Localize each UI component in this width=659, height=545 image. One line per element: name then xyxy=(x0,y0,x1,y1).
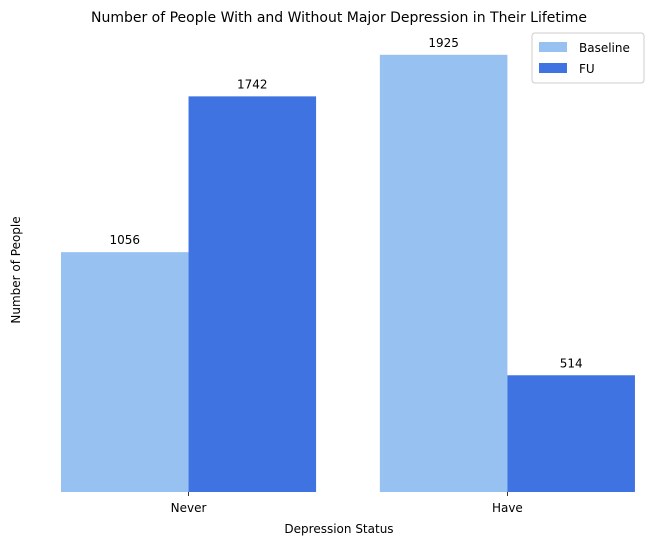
bars-group xyxy=(61,54,635,492)
bar-baseline-never xyxy=(61,252,189,492)
data-label-fu-never: 1742 xyxy=(237,77,268,91)
x-tick-label-never: Never xyxy=(171,501,207,515)
data-label-baseline-never: 1056 xyxy=(109,233,140,247)
data-label-baseline-have: 1925 xyxy=(428,36,459,50)
y-axis-label: Number of People xyxy=(9,216,23,323)
x-axis-label: Depression Status xyxy=(284,522,393,536)
legend-label-fu: FU xyxy=(579,62,595,76)
data-labels-group: 1056 1742 1925 514 xyxy=(109,36,582,370)
legend: Baseline FU xyxy=(531,32,645,84)
x-tick-labels: Never Have xyxy=(171,492,523,515)
legend-swatch-fu xyxy=(539,63,567,73)
x-tick-label-have: Have xyxy=(492,501,523,515)
bar-fu-never xyxy=(188,96,317,492)
chart-title: Number of People With and Without Major … xyxy=(91,10,587,26)
data-label-fu-have: 514 xyxy=(560,356,583,370)
bar-fu-have xyxy=(507,375,635,492)
bar-baseline-have xyxy=(379,54,508,492)
legend-swatch-baseline xyxy=(539,42,567,52)
legend-label-baseline: Baseline xyxy=(579,41,630,55)
